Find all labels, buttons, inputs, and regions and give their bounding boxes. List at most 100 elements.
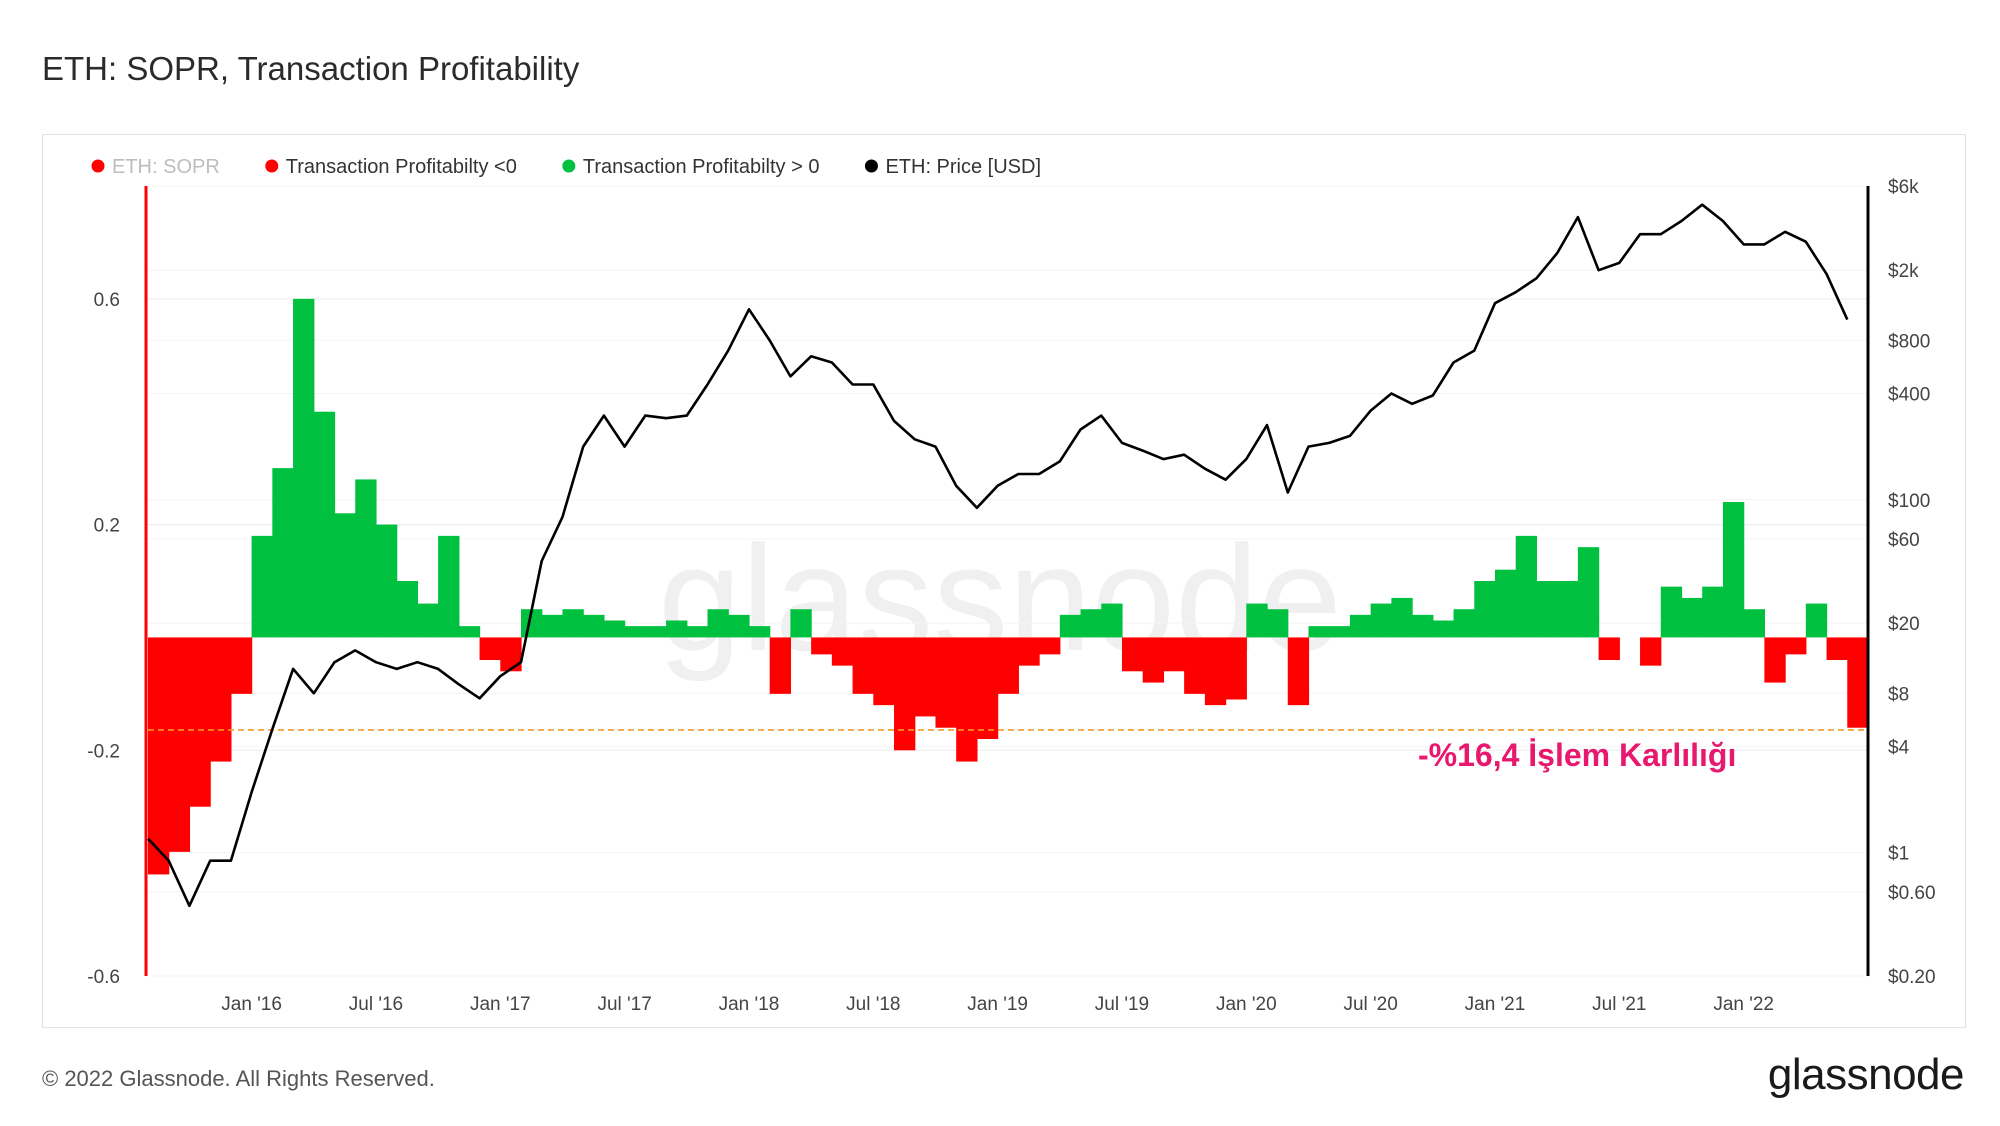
x-tick-label: Jul '21 — [1592, 994, 1646, 1015]
y-right-tick-label: $0.60 — [1888, 883, 1936, 904]
profitability-negative-bar — [997, 637, 1019, 694]
profitability-positive-bar — [1267, 609, 1289, 638]
x-tick-label: Jan '19 — [967, 994, 1028, 1015]
profitability-positive-bar — [1308, 626, 1330, 638]
profitability-positive-bar — [1557, 581, 1579, 638]
profitability-positive-bar — [458, 626, 481, 638]
profitability-positive-bar — [1349, 614, 1372, 638]
profitability-negative-bar — [210, 637, 232, 762]
profitability-negative-bar — [1204, 637, 1227, 706]
y-left-tick-label: -0.2 — [87, 741, 120, 762]
profitability-positive-bar — [790, 609, 812, 638]
page-title: ETH: SOPR, Transaction Profitability — [42, 50, 580, 87]
profitability-negative-bar — [769, 637, 792, 694]
profitability-negative-bar — [1847, 637, 1869, 728]
y-right-tick-label: $60 — [1888, 530, 1920, 551]
y-right-tick-label: $8 — [1888, 684, 1909, 705]
profitability-negative-bar — [956, 637, 978, 762]
profitability-positive-bar — [1494, 569, 1517, 638]
profitability-positive-bar — [334, 513, 356, 638]
x-tick-label: Jan '22 — [1713, 994, 1774, 1015]
glassnode-logo[interactable]: glassnode — [1767, 1050, 1965, 1099]
profitability-positive-bar — [645, 626, 667, 638]
profitability-negative-bar — [479, 637, 501, 660]
profitability-negative-bar — [1225, 637, 1247, 700]
profitability-negative-bar — [1764, 637, 1786, 683]
profitability-positive-bar — [313, 411, 336, 638]
x-tick-label: Jul '16 — [349, 994, 403, 1015]
x-tick-label: Jan '18 — [719, 994, 780, 1015]
profitability-positive-bar — [396, 581, 418, 638]
y-right-tick-label: $0.20 — [1888, 967, 1936, 988]
profitability-negative-bar — [894, 637, 916, 751]
profitability-positive-bar — [438, 535, 460, 638]
y-left-tick-label: 0.2 — [94, 516, 120, 537]
profitability-positive-bar — [707, 609, 729, 638]
profitability-positive-bar — [1536, 581, 1558, 638]
profitability-positive-bar — [1329, 626, 1351, 638]
profitability-negative-bar — [148, 637, 170, 875]
profitability-negative-bar — [1142, 637, 1165, 683]
profitability-negative-bar — [935, 637, 957, 728]
profitability-negative-bar — [1018, 637, 1040, 666]
legend-marker[interactable] — [864, 159, 878, 173]
profitability-positive-bar — [1577, 547, 1600, 638]
profitability-positive-bar — [686, 626, 709, 638]
chart-frame — [42, 134, 1966, 1028]
profitability-positive-bar — [1743, 609, 1765, 638]
profitability-negative-bar — [1163, 637, 1185, 672]
profitability-positive-bar — [251, 535, 273, 638]
profitability-positive-bar — [1722, 502, 1745, 638]
profitability-positive-bar — [1702, 586, 1724, 638]
profitability-negative-bar — [976, 637, 999, 739]
copyright-text: © 2022 Glassnode. All Rights Reserved. — [42, 1066, 435, 1091]
legend-marker[interactable] — [562, 159, 576, 173]
y-left-tick-label: -0.6 — [87, 967, 120, 988]
legend-label[interactable]: Transaction Profitabilty <0 — [286, 156, 517, 178]
profitability-positive-bar — [562, 609, 584, 638]
profitability-positive-bar — [375, 524, 398, 638]
legend-marker[interactable] — [265, 159, 279, 173]
profitability-negative-bar — [1121, 637, 1144, 672]
profitability-positive-bar — [748, 626, 771, 638]
profitability-negative-bar — [1785, 637, 1807, 655]
price-line — [147, 203, 1849, 908]
legend-label[interactable]: ETH: Price [USD] — [885, 156, 1041, 178]
profitability-negative-bar — [1039, 637, 1061, 655]
profitability-negative-bar — [852, 637, 874, 694]
x-tick-label: Jul '20 — [1343, 994, 1397, 1015]
profitability-positive-bar — [624, 626, 646, 638]
profitability-negative-bar — [811, 637, 833, 655]
profitability-positive-bar — [1101, 603, 1123, 638]
y-right-tick-label: $100 — [1888, 491, 1930, 512]
profitability-positive-bar — [1515, 535, 1538, 638]
profitability-negative-bar — [1184, 637, 1206, 694]
y-right-tick-label: $4 — [1888, 737, 1910, 758]
legend-marker[interactable] — [91, 159, 105, 173]
profitability-positive-bar — [1370, 603, 1392, 638]
profitability-positive-bar — [1412, 614, 1434, 638]
x-tick-label: Jul '18 — [846, 994, 900, 1015]
profitability-positive-bar — [666, 620, 688, 638]
profitability-positive-bar — [1246, 603, 1268, 638]
profitability-positive-bar — [1080, 609, 1102, 638]
profitability-positive-bar — [417, 603, 439, 638]
profitability-negative-bar — [1640, 637, 1662, 666]
profitability-negative-bar — [230, 637, 253, 694]
profitability-negative-bar — [500, 637, 522, 672]
profitability-positive-bar — [1660, 586, 1683, 638]
y-right-tick-label: $800 — [1888, 331, 1930, 352]
profitability-negative-bar — [189, 637, 211, 807]
profitability-positive-bar — [1432, 620, 1455, 638]
legend-label[interactable]: Transaction Profitabilty > 0 — [583, 156, 820, 178]
profitability-positive-bar — [355, 479, 377, 638]
y-right-tick-label: $1 — [1888, 844, 1909, 865]
profitability-positive-bar — [1681, 597, 1703, 638]
profitability-negative-bar — [873, 637, 895, 706]
y-right-tick-label: $400 — [1888, 385, 1930, 406]
profitability-positive-bar — [1391, 597, 1413, 638]
legend-label[interactable]: ETH: SOPR — [112, 156, 220, 178]
profitability-positive-bar — [1059, 614, 1082, 638]
x-tick-label: Jul '19 — [1095, 994, 1149, 1015]
